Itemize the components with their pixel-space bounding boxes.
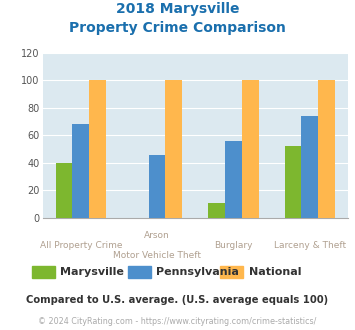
Bar — [208, 203, 225, 218]
Text: National: National — [248, 267, 301, 277]
Bar — [242, 80, 258, 218]
Bar — [225, 141, 242, 218]
Bar — [318, 80, 335, 218]
Text: Larceny & Theft: Larceny & Theft — [274, 241, 346, 250]
Bar — [285, 146, 301, 218]
Text: Burglary: Burglary — [214, 241, 253, 250]
Text: Compared to U.S. average. (U.S. average equals 100): Compared to U.S. average. (U.S. average … — [26, 295, 329, 305]
Bar — [165, 80, 182, 218]
Bar — [72, 124, 89, 218]
Text: 2018 Marysville: 2018 Marysville — [116, 2, 239, 16]
Text: All Property Crime: All Property Crime — [39, 241, 122, 250]
Text: Property Crime Comparison: Property Crime Comparison — [69, 21, 286, 35]
Bar — [301, 116, 318, 218]
Text: Pennsylvania: Pennsylvania — [156, 267, 239, 277]
Text: Motor Vehicle Theft: Motor Vehicle Theft — [113, 251, 201, 260]
Bar — [56, 163, 72, 218]
Bar — [89, 80, 106, 218]
Bar — [149, 154, 165, 218]
Text: Marysville: Marysville — [60, 267, 124, 277]
Text: Arson: Arson — [144, 231, 170, 240]
Text: © 2024 CityRating.com - https://www.cityrating.com/crime-statistics/: © 2024 CityRating.com - https://www.city… — [38, 317, 317, 326]
